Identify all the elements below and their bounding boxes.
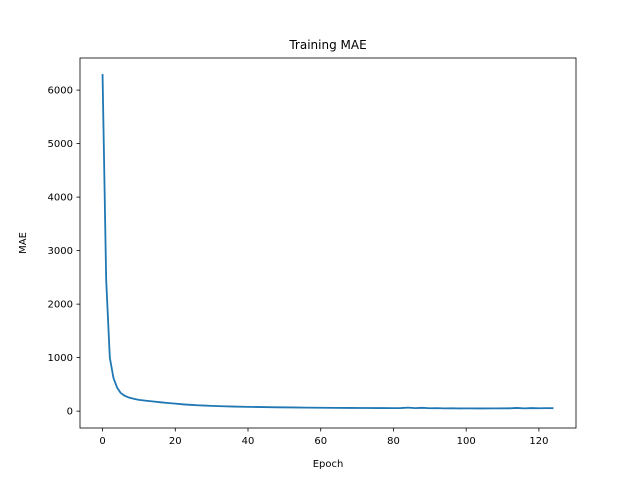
mae-series-line — [101, 74, 554, 410]
y-tick-label: 1000 — [48, 353, 73, 364]
x-tick-label: 80 — [387, 436, 400, 447]
y-axis-label: MAE — [18, 232, 29, 254]
x-tick-label: 100 — [457, 436, 476, 447]
y-axis-ticks: 0 1000 2000 3000 4000 5000 6000 — [48, 86, 80, 418]
x-tick-label: 60 — [314, 436, 327, 447]
y-tick-label: 5000 — [48, 139, 73, 150]
x-tick-label: 20 — [169, 436, 182, 447]
plot-frame — [79, 57, 577, 429]
y-tick-label: 4000 — [48, 193, 73, 204]
y-tick-label: 6000 — [48, 86, 73, 97]
x-tick-label: 40 — [242, 436, 255, 447]
x-tick-label: 120 — [529, 436, 548, 447]
x-tick-label: 0 — [99, 436, 105, 447]
x-axis-ticks: 0 20 40 60 80 100 120 — [99, 428, 548, 447]
y-tick-label: 2000 — [48, 300, 73, 311]
y-tick-label: 3000 — [48, 246, 73, 257]
x-axis-label: Epoch — [313, 459, 344, 470]
chart-title: Training MAE — [288, 38, 366, 52]
y-tick-label: 0 — [67, 407, 73, 418]
